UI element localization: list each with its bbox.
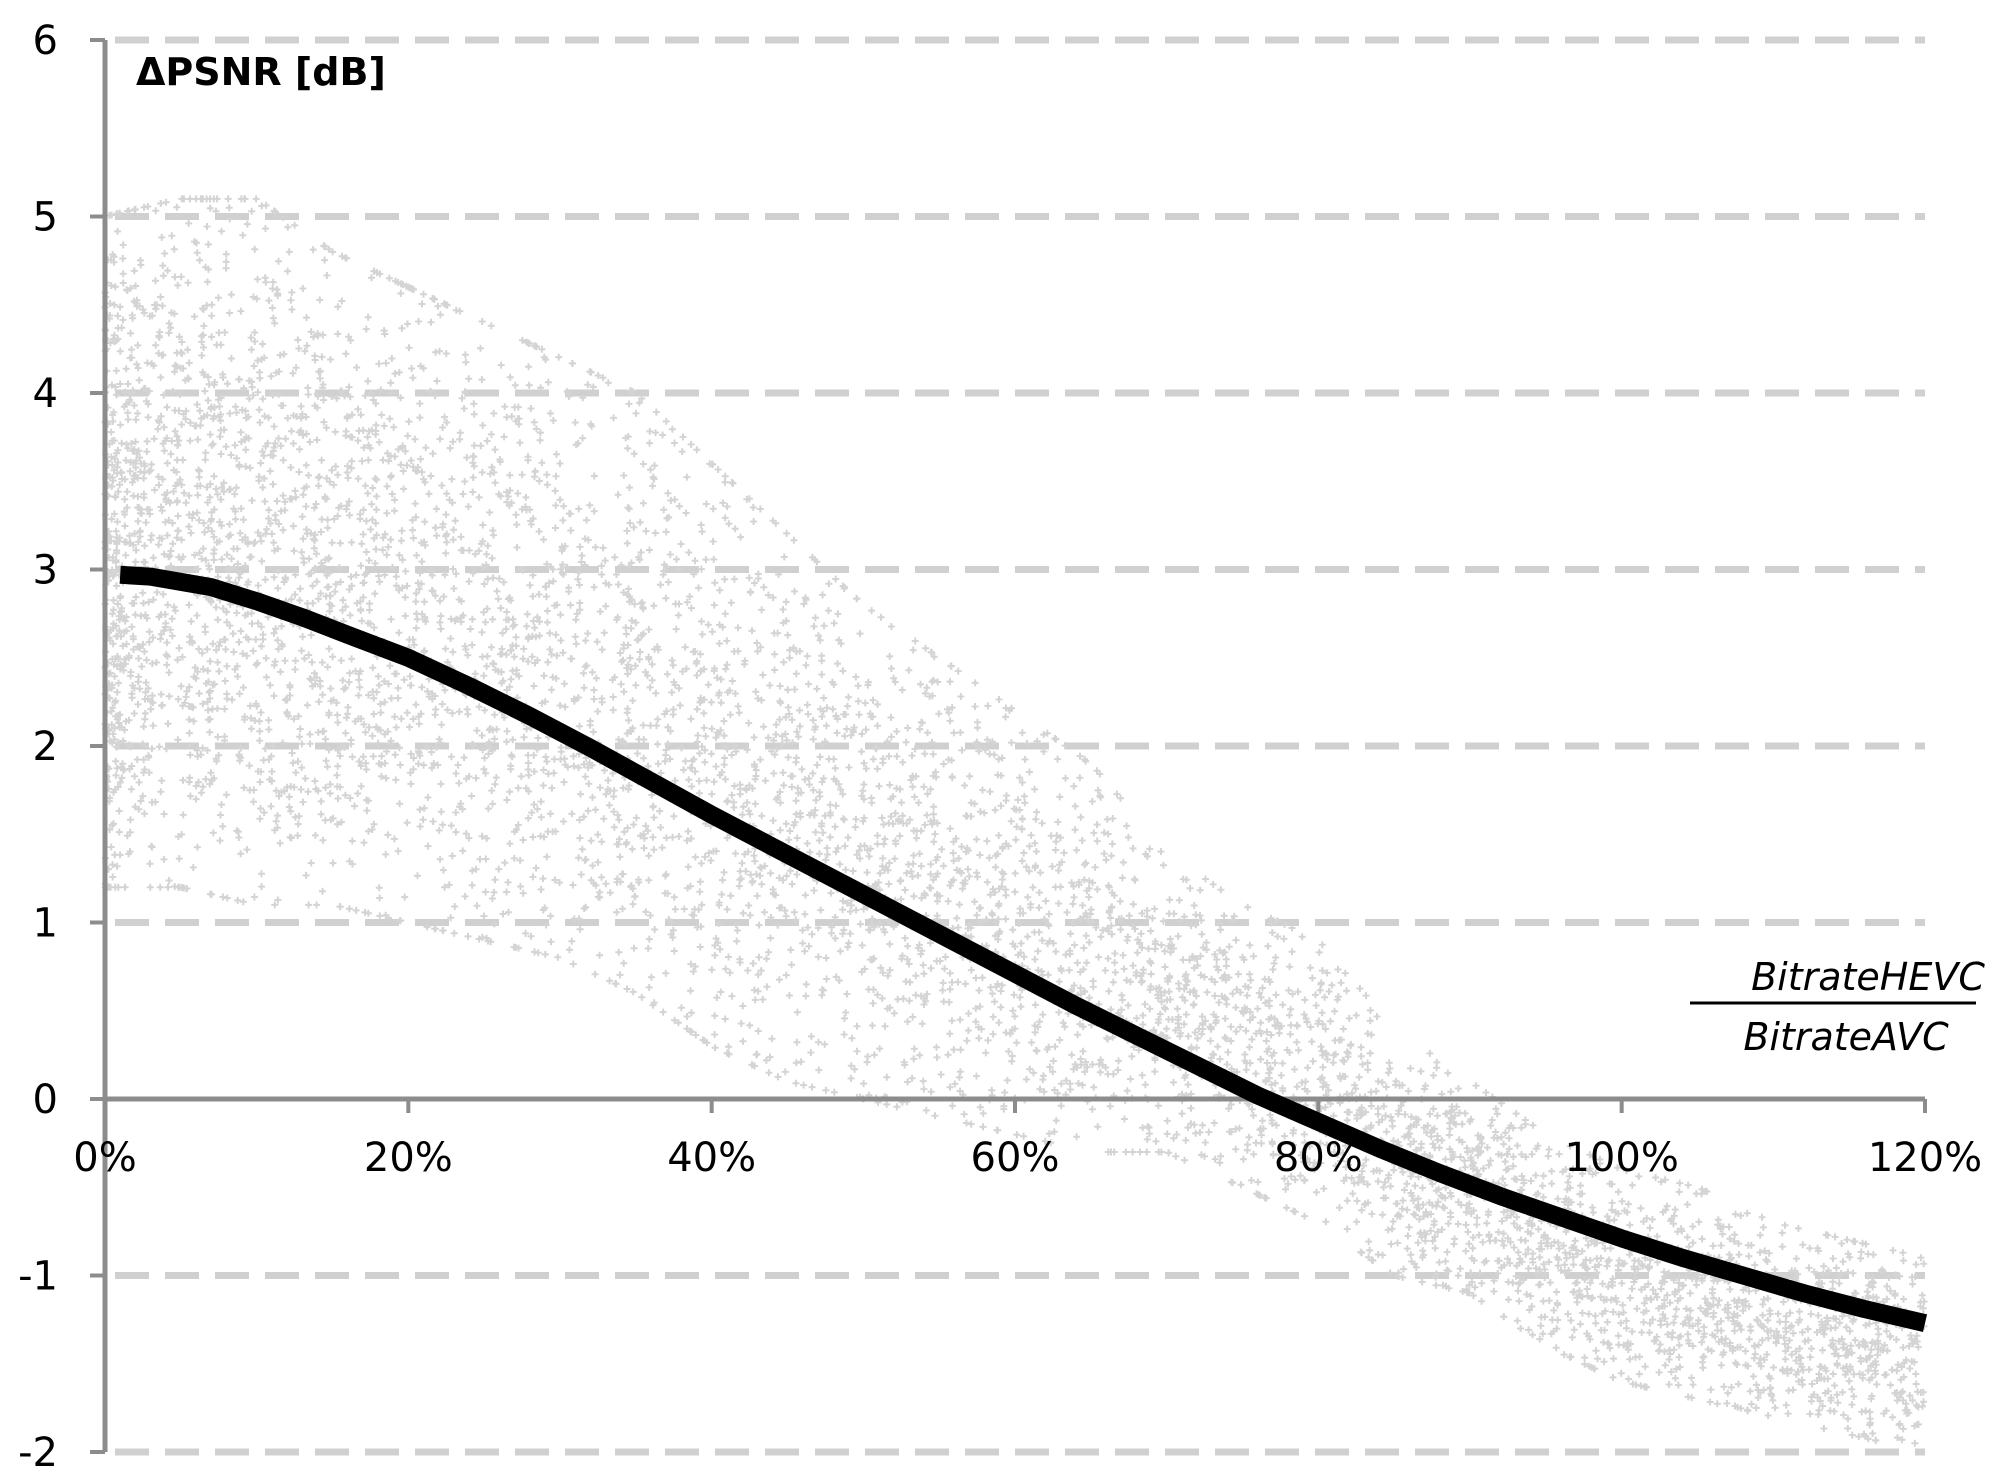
y-tick-label: 3 xyxy=(33,548,58,594)
x-tick-label: 20% xyxy=(364,1135,453,1181)
x-axis-label-denominator: BitrateAVC xyxy=(1743,1015,1949,1059)
trend-line-layer xyxy=(119,565,1928,1332)
y-tick-label: 0 xyxy=(33,1077,58,1123)
x-tick-label: 120% xyxy=(1868,1135,1982,1181)
y-tick-label: -2 xyxy=(18,1430,58,1473)
y-tick-label: 2 xyxy=(33,724,58,770)
y-tick-label: 6 xyxy=(33,18,58,64)
y-axis-label: ΔPSNR [dB] xyxy=(136,50,386,94)
y-tick-label: 4 xyxy=(33,371,58,417)
scatter-points xyxy=(101,195,1928,1447)
x-tick-label: 60% xyxy=(971,1135,1060,1181)
scatter-point-marks xyxy=(101,195,1928,1447)
x-tick-label: 40% xyxy=(667,1135,756,1181)
x-tick-label: 100% xyxy=(1564,1135,1678,1181)
x-axis-label: BitrateHEVC BitrateAVC xyxy=(1690,955,1985,1059)
x-axis-label-numerator: BitrateHEVC xyxy=(1751,955,1985,999)
axes xyxy=(90,38,1927,1454)
x-tick-label: 80% xyxy=(1274,1135,1363,1181)
x-tick-label: 0% xyxy=(73,1135,136,1181)
y-tick-label: 5 xyxy=(33,195,58,241)
y-tick-label: -1 xyxy=(18,1254,58,1300)
y-tick-label: 1 xyxy=(33,901,58,947)
trend-line xyxy=(119,565,1928,1332)
